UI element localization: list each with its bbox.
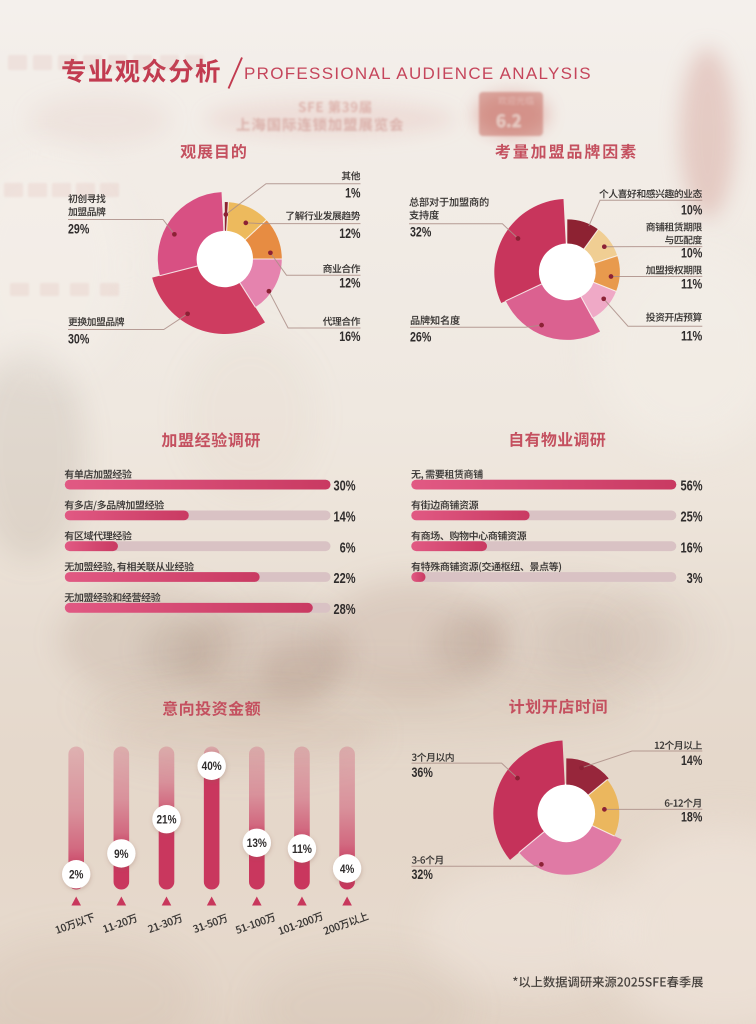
svg-text:11%: 11%	[681, 328, 703, 344]
svg-text:40%: 40%	[202, 759, 222, 773]
svg-text:56%: 56%	[680, 479, 702, 495]
svg-text:10%: 10%	[681, 246, 703, 262]
svg-text:11%: 11%	[681, 277, 703, 293]
svg-text:PROFESSIONAL AUDIENCE ANALYSIS: PROFESSIONAL AUDIENCE ANALYSIS	[244, 64, 592, 83]
svg-text:9%: 9%	[114, 847, 129, 861]
svg-text:12%: 12%	[339, 276, 361, 292]
svg-text:29%: 29%	[68, 222, 90, 238]
svg-text:16%: 16%	[680, 540, 702, 556]
svg-text:12%: 12%	[339, 226, 361, 242]
svg-text:10%: 10%	[681, 202, 703, 218]
svg-text:36%: 36%	[412, 765, 434, 781]
svg-text:11%: 11%	[292, 842, 312, 856]
svg-text:32%: 32%	[412, 867, 434, 883]
svg-text:30%: 30%	[68, 332, 90, 348]
svg-text:22%: 22%	[333, 571, 355, 587]
svg-text:16%: 16%	[339, 329, 361, 345]
svg-text:14%: 14%	[681, 753, 703, 769]
svg-text:28%: 28%	[333, 602, 355, 618]
svg-text:26%: 26%	[410, 330, 432, 346]
svg-text:6%: 6%	[340, 540, 356, 556]
svg-text:4%: 4%	[340, 862, 355, 876]
svg-text:3%: 3%	[687, 571, 703, 587]
svg-text:18%: 18%	[681, 810, 703, 826]
svg-text:2%: 2%	[69, 868, 84, 882]
svg-text:13%: 13%	[247, 836, 267, 850]
svg-text:21%: 21%	[156, 813, 176, 827]
svg-text:30%: 30%	[333, 479, 355, 495]
svg-text:25%: 25%	[680, 510, 702, 526]
svg-text:14%: 14%	[333, 510, 355, 526]
svg-text:32%: 32%	[410, 225, 432, 241]
svg-text:1%: 1%	[345, 186, 361, 202]
